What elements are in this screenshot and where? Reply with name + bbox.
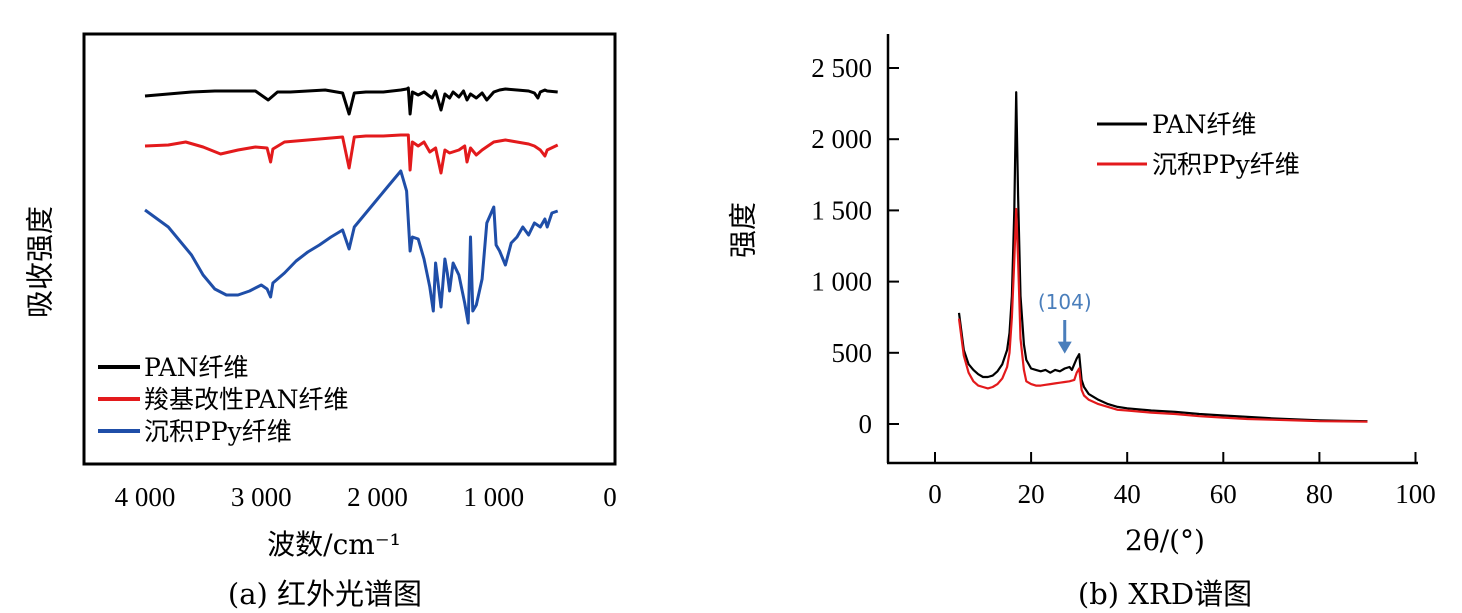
xrd-y-axis-label: 强度	[727, 202, 760, 258]
xrd-peak-annotation: (104)	[1038, 290, 1092, 354]
ir-x-axis-label: 波数/cm⁻¹	[267, 528, 401, 561]
xrd-x-tick-label: 100	[1395, 479, 1436, 509]
ir-x-tick-label: 1 000	[463, 482, 524, 512]
ir-caption: (a) 红外光谱图	[228, 577, 422, 611]
xrd-x-tick-label: 20	[1018, 479, 1045, 509]
xrd-y-tick-label: 2 500	[811, 53, 872, 83]
xrd-annotation-arrow-head	[1057, 341, 1072, 354]
ir-x-tick-label: 4 000	[115, 482, 176, 512]
xrd-series-line	[957, 91, 1368, 423]
xrd-x-tick-label: 60	[1210, 479, 1237, 509]
ir-x-tick-labels: 4 000 3 000 2 000 1 000 0	[115, 482, 617, 512]
xrd-x-tick-label: 40	[1114, 479, 1141, 509]
ir-legend-label: 羧基改性PAN纤维	[144, 385, 348, 414]
ir-x-tick-label: 2 000	[347, 482, 408, 512]
xrd-legend-label: 沉积PPy纤维	[1152, 150, 1300, 179]
xrd-curves	[957, 91, 1368, 423]
xrd-x-tick-label: 80	[1306, 479, 1333, 509]
ir-y-axis-label: 吸收强度	[24, 206, 57, 318]
xrd-ticks: 0 500 1 000 1 500 2 000 2 500 0 20 40 60 80 100	[811, 53, 1436, 509]
ir-series-line	[144, 133, 559, 175]
xrd-caption: (b) XRD谱图	[1078, 577, 1252, 611]
xrd-series-line	[957, 207, 1368, 423]
xrd-y-tick-label: 1 500	[811, 195, 872, 225]
ir-curves	[144, 86, 559, 325]
ir-series-line	[144, 86, 558, 116]
xrd-annotation-label: (104)	[1038, 290, 1092, 314]
ir-plot-frame	[82, 32, 617, 466]
xrd-legend-label: PAN纤维	[1152, 110, 1256, 139]
xrd-x-tick-label: 0	[928, 479, 942, 509]
ir-series-line	[144, 169, 559, 325]
ir-x-tick-label: 3 000	[231, 482, 292, 512]
xrd-x-axis-label: 2θ/(°)	[1125, 524, 1205, 557]
ir-legend-label: 沉积PPy纤维	[144, 417, 292, 446]
ir-spectrum-panel: 4 000 3 000 2 000 1 000 0 吸收强度 波数/cm⁻¹ (a) 红…	[24, 32, 617, 611]
ir-x-tick-label: 0	[603, 482, 617, 512]
ir-legend-label: PAN纤维	[144, 353, 248, 382]
xrd-y-tick-label: 1 000	[811, 267, 872, 297]
xrd-y-tick-label: 500	[832, 338, 873, 368]
xrd-y-tick-label: 2 000	[811, 124, 872, 154]
xrd-y-tick-label: 0	[859, 409, 873, 439]
